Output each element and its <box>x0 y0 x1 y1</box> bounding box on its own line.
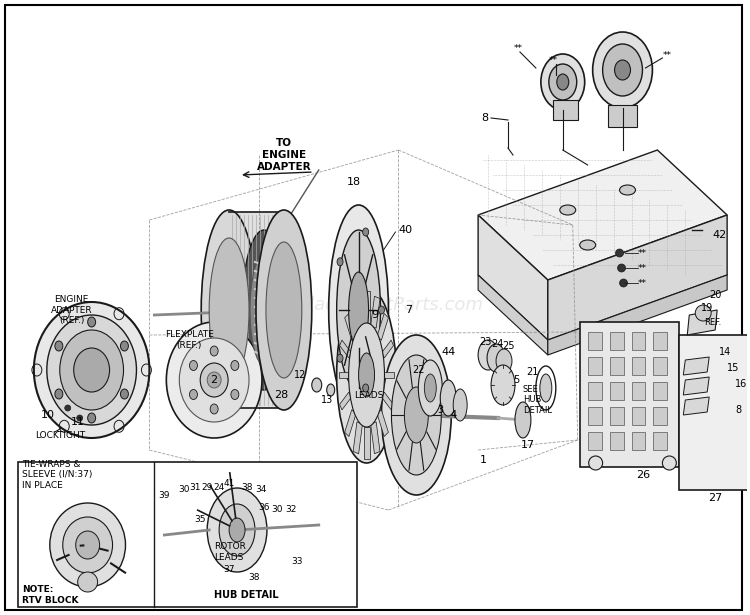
Ellipse shape <box>358 353 374 397</box>
Ellipse shape <box>487 344 505 372</box>
Ellipse shape <box>256 210 312 410</box>
Ellipse shape <box>207 372 221 388</box>
Text: FLEXPLATE
(REF.): FLEXPLATE (REF.) <box>165 330 214 350</box>
Text: SEE
HUB
DETAIL: SEE HUB DETAIL <box>523 385 552 415</box>
Polygon shape <box>478 215 548 340</box>
Text: 36: 36 <box>258 504 270 512</box>
Bar <box>632 432 646 450</box>
Polygon shape <box>340 340 351 358</box>
Text: ROTOR
LEADS: ROTOR LEADS <box>214 542 246 561</box>
Text: 26: 26 <box>637 470 650 480</box>
Ellipse shape <box>46 315 136 425</box>
Text: 17: 17 <box>520 440 535 450</box>
Polygon shape <box>339 372 349 378</box>
Ellipse shape <box>74 348 110 392</box>
Text: 42: 42 <box>712 230 727 240</box>
Polygon shape <box>364 427 370 459</box>
Ellipse shape <box>209 238 249 382</box>
Ellipse shape <box>328 205 388 415</box>
Ellipse shape <box>55 389 63 399</box>
Text: 25: 25 <box>503 341 515 351</box>
Bar <box>553 100 578 120</box>
Polygon shape <box>548 215 728 340</box>
Ellipse shape <box>78 572 98 592</box>
Ellipse shape <box>210 346 218 356</box>
Ellipse shape <box>210 404 218 414</box>
Text: 8: 8 <box>735 405 741 415</box>
Bar <box>610 407 623 425</box>
Text: TO
ENGINE
ADAPTER: TO ENGINE ADAPTER <box>256 138 311 172</box>
Bar <box>588 357 602 375</box>
Text: LOCKTIGHT: LOCKTIGHT <box>34 430 85 440</box>
Ellipse shape <box>478 340 498 370</box>
Text: 38: 38 <box>242 483 253 491</box>
Ellipse shape <box>616 249 623 257</box>
Ellipse shape <box>560 205 576 215</box>
Text: 12: 12 <box>295 370 307 380</box>
Ellipse shape <box>60 330 124 410</box>
Bar <box>588 332 602 350</box>
Ellipse shape <box>76 531 100 559</box>
Bar <box>653 407 668 425</box>
Bar <box>610 432 623 450</box>
Text: 3: 3 <box>437 405 443 415</box>
Text: TIE-WRAPS &
SLEEVE (I/N:37)
IN PLACE: TIE-WRAPS & SLEEVE (I/N:37) IN PLACE <box>22 460 92 490</box>
Ellipse shape <box>392 355 441 475</box>
Polygon shape <box>478 275 548 355</box>
Bar <box>610 382 623 400</box>
Text: 15: 15 <box>728 363 740 373</box>
Ellipse shape <box>88 317 95 327</box>
Ellipse shape <box>34 302 149 438</box>
Ellipse shape <box>695 305 711 321</box>
Text: 29: 29 <box>202 483 213 491</box>
Ellipse shape <box>337 258 343 266</box>
Polygon shape <box>345 314 356 340</box>
Text: 35: 35 <box>194 515 206 525</box>
Text: 1: 1 <box>479 455 487 465</box>
Text: **: ** <box>548 55 557 65</box>
Ellipse shape <box>179 338 249 422</box>
Text: HUB DETAIL: HUB DETAIL <box>214 590 278 600</box>
Ellipse shape <box>200 363 228 397</box>
Ellipse shape <box>207 488 267 572</box>
Ellipse shape <box>64 405 70 411</box>
Text: 40: 40 <box>398 225 412 235</box>
Text: 27: 27 <box>708 493 722 503</box>
Polygon shape <box>687 310 717 335</box>
Text: 38: 38 <box>248 574 259 582</box>
Ellipse shape <box>312 378 322 392</box>
Text: **: ** <box>514 44 523 52</box>
Text: 37: 37 <box>224 566 235 574</box>
Bar <box>588 382 602 400</box>
Ellipse shape <box>496 349 512 373</box>
Polygon shape <box>370 296 380 328</box>
Ellipse shape <box>556 74 568 90</box>
Ellipse shape <box>382 335 452 495</box>
Ellipse shape <box>121 389 128 399</box>
Ellipse shape <box>229 518 245 542</box>
Text: 2: 2 <box>210 375 218 385</box>
Bar <box>653 432 668 450</box>
Text: **: ** <box>638 279 647 287</box>
Polygon shape <box>377 314 388 340</box>
Ellipse shape <box>201 210 257 410</box>
Text: 34: 34 <box>255 485 267 494</box>
Polygon shape <box>382 392 394 410</box>
Text: **: ** <box>638 263 647 272</box>
Polygon shape <box>370 422 380 454</box>
Text: 18: 18 <box>346 177 361 187</box>
Ellipse shape <box>190 360 197 370</box>
Text: REF.: REF. <box>704 317 722 327</box>
Ellipse shape <box>166 322 262 438</box>
Ellipse shape <box>515 402 531 438</box>
Bar <box>653 357 668 375</box>
Ellipse shape <box>55 341 63 351</box>
Text: NOTE:
RTV BLOCK: NOTE: RTV BLOCK <box>22 585 79 605</box>
Text: 7: 7 <box>405 305 412 315</box>
Bar <box>632 332 646 350</box>
Ellipse shape <box>662 456 676 470</box>
Text: 10: 10 <box>40 410 55 420</box>
Ellipse shape <box>88 413 95 423</box>
Text: 20: 20 <box>709 290 722 300</box>
Ellipse shape <box>620 279 628 287</box>
